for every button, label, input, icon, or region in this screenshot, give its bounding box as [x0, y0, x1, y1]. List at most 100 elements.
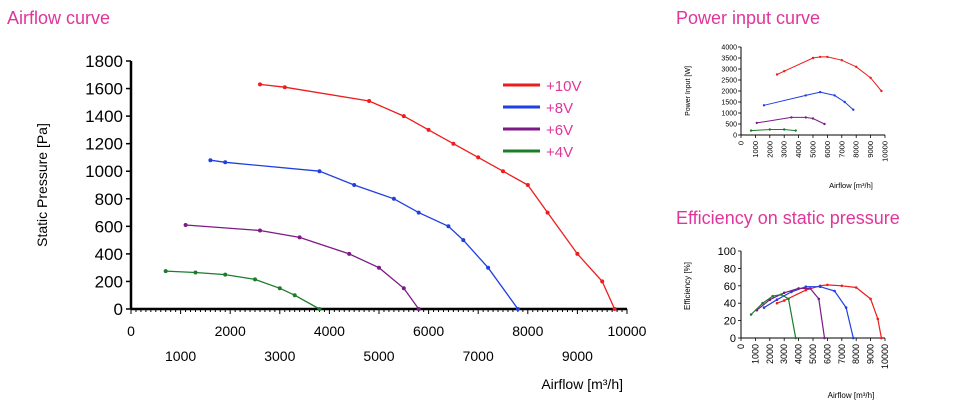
power-x-tick-label: 10000: [881, 141, 890, 162]
power-series-plus-6v-point: [823, 122, 826, 126]
power-y-tick-label: 3500: [721, 56, 737, 63]
airflow-series-plus-10v-point: [612, 307, 617, 311]
efficiency-y-tick-label: 20: [724, 316, 736, 328]
airflow-x-tick-label: 2000: [215, 323, 246, 339]
power-y-axis-label: Power Input [W]: [685, 66, 692, 116]
efficiency-series-plus-4v-point: [761, 301, 764, 305]
airflow-series-plus-10v-point: [401, 114, 406, 119]
efficiency-series-plus-6v-point: [782, 291, 786, 295]
efficiency-series-plus-10v-point: [880, 336, 883, 340]
efficiency-series-plus-10v-point: [775, 301, 779, 305]
efficiency-y-tick-label: 100: [718, 246, 736, 258]
airflow-series-plus-8v-point: [486, 265, 491, 270]
airflow-y-axis-label: Static Pressure [Pa]: [34, 123, 50, 247]
airflow-y-tick-label: 0: [114, 300, 123, 319]
power-series-plus-10v-point: [811, 56, 815, 60]
efficiency-y-tick-label: 40: [724, 298, 736, 310]
airflow-y-tick-label: 1200: [85, 135, 123, 154]
efficiency-y-axis-label: Efficiency [%]: [683, 262, 692, 310]
airflow-series-plus-8v-point: [461, 238, 466, 243]
airflow-series-plus-10v-point: [600, 279, 605, 284]
power-series-plus-6v-point: [811, 117, 815, 120]
airflow-series-plus-10v-point: [476, 155, 481, 160]
airflow-series-plus-6v-point: [416, 307, 421, 311]
efficiency-x-tick-label: 3000: [779, 344, 789, 364]
airflow-series-plus-8v-point: [208, 158, 213, 163]
airflow-series-plus-4v-point: [163, 269, 168, 274]
airflow-series-plus-4v-point: [253, 277, 257, 282]
efficiency-series-plus-10v-point: [804, 288, 808, 292]
power-series-plus-6v-point: [755, 121, 758, 125]
efficiency-x-tick-label: 0: [736, 344, 746, 349]
power-series-plus-10v-point: [775, 73, 779, 76]
power-series-plus-10v-point: [783, 70, 786, 73]
airflow-x-tick-label: 3000: [264, 348, 295, 364]
airflow-series-plus-8v-point: [223, 160, 228, 165]
efficiency-series-plus-4v-line: [750, 293, 797, 339]
airflow-x-tick-label: 0: [127, 323, 135, 339]
efficiency-x-tick-label: 9000: [866, 344, 876, 364]
efficiency-x-tick-label: 6000: [822, 344, 832, 364]
efficiency-x-tick-label: 10000: [880, 344, 890, 369]
power-y-tick-label: 2000: [721, 89, 737, 96]
airflow-series-plus-4v-point: [317, 307, 322, 311]
power-series-plus-4v-point: [749, 129, 753, 132]
power-series-plus-4v-point: [794, 129, 797, 132]
power-series-plus-4v-line: [751, 129, 796, 132]
airflow-y-tick-label: 600: [95, 217, 123, 236]
airflow-series-plus-8v-point: [352, 183, 357, 187]
power-series-plus-6v-point: [804, 116, 807, 119]
airflow-series-plus-10v-point: [426, 127, 431, 132]
airflow-series-plus-10v-point: [575, 251, 580, 256]
power-y-tick-label: 1500: [721, 100, 737, 107]
power-y-tick-label: 0: [733, 133, 737, 140]
efficiency-chart-title: Efficiency on static pressure: [676, 208, 900, 228]
power-series-plus-10v-point: [826, 55, 829, 59]
airflow-y-tick-label: 1000: [85, 162, 123, 181]
airflow-series-plus-6v-line: [185, 224, 420, 310]
airflow-series-plus-10v-point: [282, 85, 287, 90]
airflow-x-tick-label: 5000: [363, 348, 394, 364]
airflow-x-tick-label: 10000: [608, 323, 647, 339]
power-chart-title: Power input curve: [676, 8, 821, 28]
airflow-x-axis-label: Airflow [m³/h]: [541, 376, 623, 392]
airflow-series-plus-8v-point: [515, 307, 520, 311]
power-series-plus-8v-line: [763, 91, 854, 111]
efficiency-x-tick-label: 4000: [794, 344, 804, 364]
efficiency-series-plus-4v-point: [794, 336, 797, 340]
efficiency-series-plus-4v-point: [771, 294, 774, 298]
efficiency-x-tick-label: 2000: [765, 344, 775, 364]
airflow-series-plus-8v-point: [317, 169, 322, 174]
power-series-plus-10v-point: [869, 76, 872, 80]
airflow-series-plus-4v-line: [165, 270, 320, 310]
airflow-series-plus-6v-point: [377, 265, 381, 270]
efficiency-series-plus-6v-point: [817, 297, 821, 301]
airflow-series-plus-4v-point: [292, 293, 297, 298]
efficiency-series-plus-10v-point: [854, 286, 858, 289]
airflow-series-plus-10v-line: [259, 83, 616, 310]
airflow-series-plus-10v-point: [525, 183, 530, 187]
efficiency-x-axis-label: Airflow [m³/h]: [828, 391, 875, 400]
airflow-series-plus-4v-point: [223, 272, 228, 277]
efficiency-series-plus-10v-point: [876, 317, 880, 321]
power-series-plus-4v-point: [768, 128, 771, 131]
power-y-tick-label: 4000: [721, 45, 737, 52]
power-x-tick-label: 9000: [866, 141, 875, 158]
efficiency-series-plus-8v-point: [762, 306, 766, 309]
power-y-tick-label: 1000: [721, 111, 737, 118]
efficiency-series-plus-8v-line: [763, 286, 854, 339]
airflow-series-plus-10v-point: [545, 210, 550, 215]
power-series-plus-10v-point: [840, 59, 843, 62]
efficiency-series-plus-10v-point: [869, 297, 872, 301]
power-series-plus-6v-line: [756, 116, 825, 125]
power-series-plus-8v-point: [833, 94, 836, 97]
legend-label-plus-10v: +10V: [546, 78, 581, 95]
airflow-series-plus-6v-point: [401, 286, 406, 291]
efficiency-series-plus-10v-point: [782, 299, 786, 302]
power-y-tick-label: 3000: [721, 67, 737, 74]
airflow-series-plus-10v-point: [451, 141, 456, 146]
airflow-y-tick-label: 400: [95, 245, 123, 264]
power-series-plus-8v-point: [819, 90, 822, 94]
efficiency-series-plus-10v-point: [826, 283, 829, 287]
